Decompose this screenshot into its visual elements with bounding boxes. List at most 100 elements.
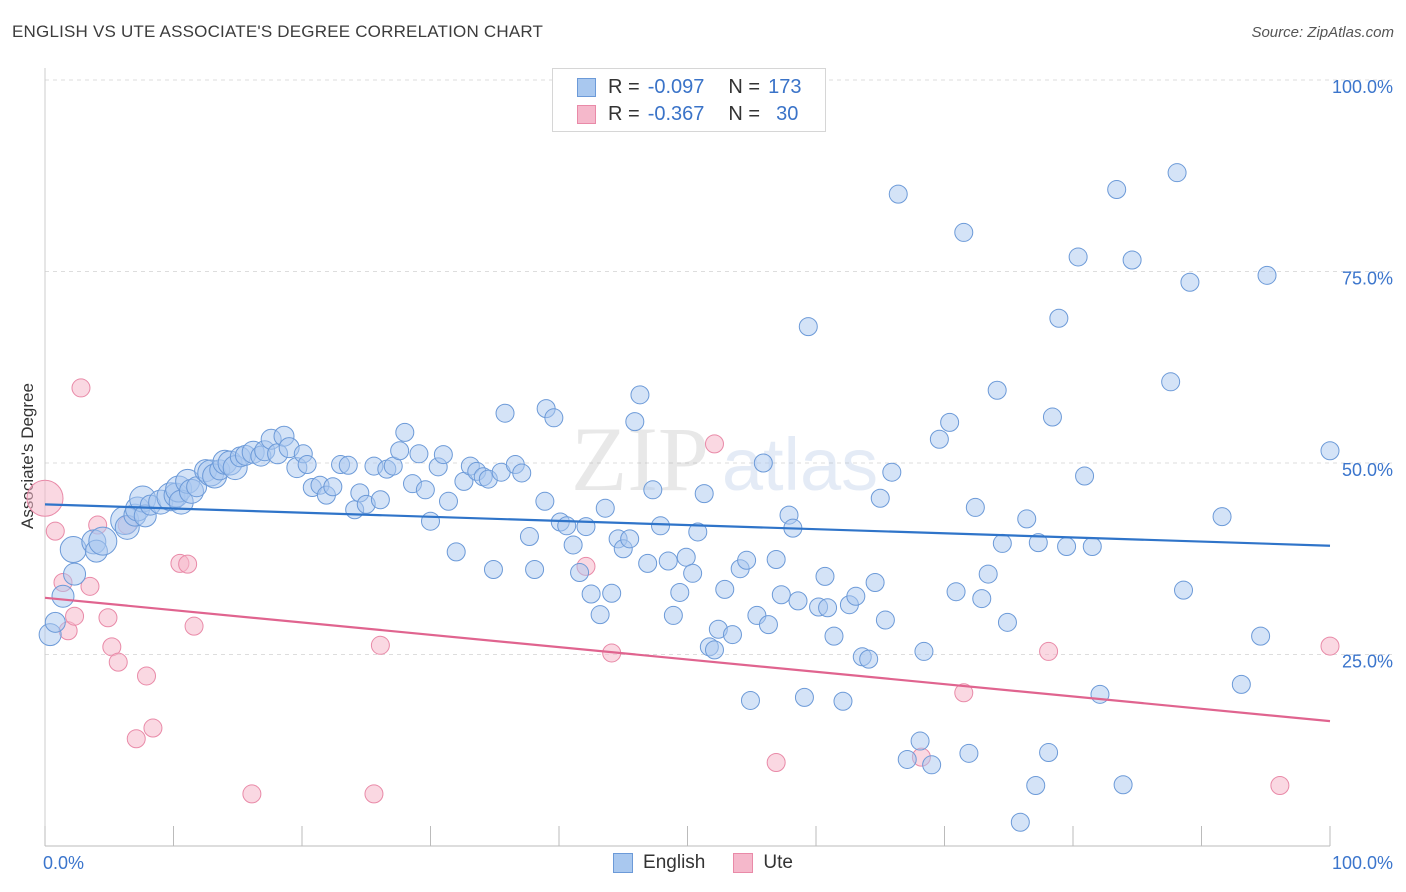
english-point <box>409 444 429 464</box>
english-point <box>519 527 539 547</box>
english-r-value: -0.097 <box>647 75 705 98</box>
english-point <box>914 641 934 661</box>
ute-point <box>184 616 204 636</box>
english-point <box>1107 180 1127 200</box>
ute-point <box>954 683 974 703</box>
legend-item-ute[interactable]: Ute <box>733 852 793 874</box>
watermark-atlas: atlas <box>722 423 878 506</box>
ute-point <box>71 378 91 398</box>
english-point <box>670 582 690 602</box>
english-point <box>683 563 703 583</box>
legend-row-ute: R = -0.367 N = 30 <box>553 101 798 127</box>
ute-legend-label: Ute <box>763 852 793 873</box>
english-point <box>446 542 466 562</box>
source-credit: Source: ZipAtlas.com <box>1251 24 1394 41</box>
ute-point <box>704 434 724 454</box>
watermark: ZIP atlas <box>571 408 878 510</box>
english-point <box>715 579 735 599</box>
english-point <box>535 491 555 511</box>
trend-lines <box>44 503 1331 723</box>
x-tick-label-min: 0.0% <box>43 853 84 873</box>
english-point <box>676 547 696 567</box>
english-point <box>651 516 671 536</box>
english-point <box>929 429 949 449</box>
english-point <box>978 564 998 584</box>
english-n-label: N = <box>728 75 761 98</box>
english-point <box>602 583 622 603</box>
english-point <box>922 755 942 775</box>
ute-legend-swatch <box>733 853 754 873</box>
ute-point <box>98 608 118 628</box>
english-legend-label: English <box>643 852 706 873</box>
english-point <box>766 550 786 570</box>
y-tick-label-50: 50.0% <box>1342 460 1393 480</box>
english-point <box>965 497 985 517</box>
english-point <box>737 550 757 570</box>
english-r-label: R = <box>608 75 640 98</box>
english-point <box>1026 775 1046 795</box>
english-point <box>630 385 650 405</box>
english-point <box>581 584 601 604</box>
english-point <box>338 455 358 475</box>
english-point <box>859 649 879 669</box>
english-point <box>1257 265 1277 285</box>
ute-point <box>242 784 262 804</box>
english-point <box>563 535 583 555</box>
english-point <box>954 222 974 242</box>
english-point <box>638 553 658 573</box>
ute-swatch <box>577 104 596 124</box>
ute-point <box>1039 641 1059 661</box>
english-point <box>815 566 835 586</box>
english-point <box>794 687 814 707</box>
ute-point <box>178 554 198 574</box>
english-point <box>51 584 75 608</box>
english-point <box>788 591 808 611</box>
english-point <box>1161 372 1181 392</box>
english-point <box>1042 407 1062 427</box>
english-point <box>1082 536 1102 556</box>
legend-row-english: R = -0.097 N = 173 <box>553 74 801 100</box>
english-point <box>1212 507 1232 527</box>
english-point <box>1057 536 1077 556</box>
english-point <box>1251 626 1271 646</box>
chart-title: ENGLISH VS UTE ASSOCIATE'S DEGREE CORREL… <box>12 22 544 41</box>
english-point <box>997 612 1017 632</box>
english-point <box>570 563 590 583</box>
english-point <box>1174 580 1194 600</box>
ute-point <box>126 729 146 749</box>
english-point <box>688 522 708 542</box>
english-point <box>63 562 87 586</box>
english-point <box>1017 509 1037 529</box>
english-point <box>1049 308 1069 328</box>
english-points <box>38 163 1340 832</box>
english-point <box>694 484 714 504</box>
english-point <box>758 615 778 635</box>
english-point <box>888 184 908 204</box>
ute-point <box>80 576 100 596</box>
english-point <box>771 585 791 605</box>
english-point <box>390 441 410 461</box>
english-point <box>818 598 838 618</box>
english-point <box>557 516 577 536</box>
ute-point <box>370 635 390 655</box>
english-point <box>433 445 453 465</box>
y-tick-label-25: 25.0% <box>1342 652 1393 672</box>
ute-trend-line <box>44 596 1331 723</box>
ute-point <box>1320 636 1340 656</box>
series-legend: English Ute <box>0 852 1406 874</box>
english-point <box>1039 743 1059 763</box>
english-point <box>495 403 515 423</box>
ute-r-value: -0.367 <box>647 102 705 125</box>
english-point <box>643 480 663 500</box>
english-point <box>512 463 532 483</box>
english-point <box>576 517 596 537</box>
english-point <box>875 610 895 630</box>
english-point <box>798 317 818 337</box>
legend-item-english[interactable]: English <box>613 852 705 874</box>
english-point <box>1010 812 1030 832</box>
english-point <box>870 488 890 508</box>
english-point <box>940 412 960 432</box>
english-point <box>846 586 866 606</box>
english-point <box>1068 247 1088 267</box>
